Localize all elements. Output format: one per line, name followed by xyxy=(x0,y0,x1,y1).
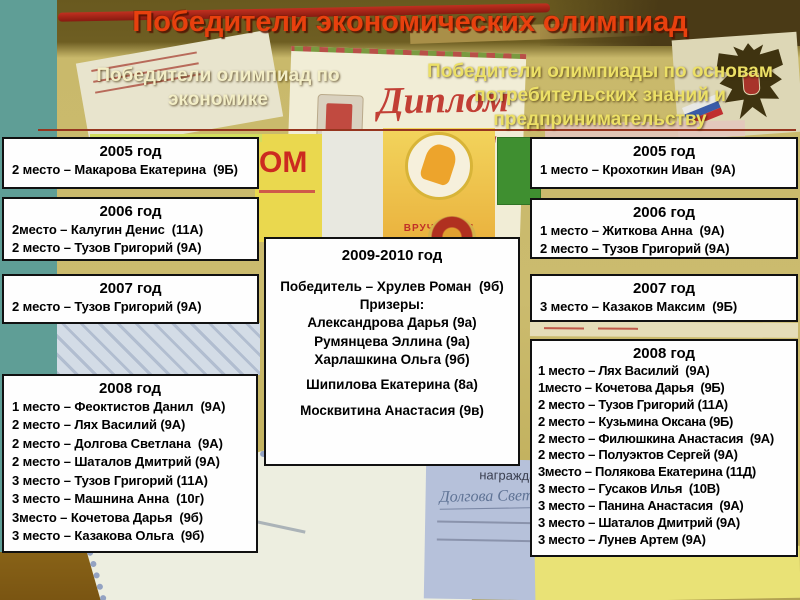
blue-certificate-corner xyxy=(57,323,260,375)
year-box-left-2006: 2006 год 2место – Калугин Денис (11А) 2 … xyxy=(2,197,259,261)
winner-entry: 1 место – Крохоткин Иван (9А) xyxy=(540,162,736,177)
certificate-text-line xyxy=(259,190,315,193)
winner-entry: 2 место – Долгова Светлана (9А) xyxy=(12,435,223,451)
year-box-center-2009-2010: 2009-2010 год Победитель – Хрулев Роман … xyxy=(264,237,520,466)
winner-entry: 2 место – Шаталов Дмитрий (9А) xyxy=(12,454,220,470)
winner-entry: 3 место – Гусаков Илья (10В) xyxy=(538,481,720,497)
winner-entry: 1 место – Феоктистов Данил (9А) xyxy=(12,399,226,414)
winner-entry: 3 место – Казакова Ольга (9б) xyxy=(12,528,205,544)
year-heading: 2008 год xyxy=(98,380,162,397)
winner-entry: 2 место – Лях Василий (9А) xyxy=(12,417,186,433)
winner-entry: 2 место – Филюшкина Анастасия (9А) xyxy=(538,430,774,446)
year-heading: 2009-2010 год xyxy=(341,247,443,264)
year-heading: 2005 год xyxy=(99,143,162,160)
winner-entry: 3 место – Шаталов Дмитрий (9А) xyxy=(538,515,740,531)
winner-entry: Шипилова Екатерина (8а) xyxy=(306,377,478,393)
year-box-left-2005: 2005 год 2 место – Макарова Екатерина (9… xyxy=(2,137,259,189)
year-heading: 2007 год xyxy=(632,280,696,297)
winner-entry: 2место – Калугин Денис (11А) xyxy=(12,222,204,237)
year-box-right-2007: 2007 год 3 место – Казаков Максим (9Б) xyxy=(530,274,798,322)
prize-winner-entry: Харлашкина Ольга (9б) xyxy=(314,351,470,367)
prize-winner-entry: Румянцева Эллина (9а) xyxy=(314,333,470,349)
divider-line xyxy=(38,129,796,131)
winner-entry: Москвитина Анастасия (9в) xyxy=(300,403,484,419)
winner-entry: 1 место – Лях Василий (9А) xyxy=(538,363,710,378)
winner-entry: 2 место – Тузов Григорий (9А) xyxy=(540,240,730,256)
hand-logo-icon xyxy=(405,132,473,200)
winner-entry: 3 место – Панина Анастасия (9А) xyxy=(538,498,744,514)
year-heading: 2008 год xyxy=(632,345,696,362)
winner-entry: 3 место – Лунев Артем (9А) xyxy=(538,531,706,547)
prize-winner-entry: Александрова Дарья (9а) xyxy=(307,315,477,331)
certificate-paper xyxy=(322,130,384,242)
winner-entry: 2 место – Тузов Григорий (9А) xyxy=(12,299,202,314)
slide-title: Победители экономических олимпиад xyxy=(132,6,688,38)
right-column-heading: Победители олимпиады по основам потребит… xyxy=(427,61,773,130)
year-heading: 2006 год xyxy=(632,204,696,221)
winner-entry: 3 место – Казаков Максим (9Б) xyxy=(540,299,738,314)
winner-entry: 2 место – Макарова Екатерина (9Б) xyxy=(12,162,238,177)
year-box-left-2008: 2008 год 1 место – Феоктистов Данил (9А)… xyxy=(2,374,258,553)
year-heading: 2006 год xyxy=(99,203,162,220)
year-heading: 2007 год xyxy=(99,280,162,297)
winner-entry: 3 место – Машнина Анна (10г) xyxy=(12,491,205,507)
yellow-certificate: ОМ xyxy=(255,134,325,242)
certificate-letters: ОМ xyxy=(259,146,308,179)
winner-entry: 2 место – Тузов Григорий (11А) xyxy=(538,396,728,412)
year-heading: 2005 год xyxy=(632,143,696,160)
winner-entry: 3место – Полякова Екатерина (11Д) xyxy=(538,464,756,480)
year-box-right-2006: 2006 год 1 место – Житкова Анна (9А) 2 м… xyxy=(530,198,798,259)
cream-paper-strip xyxy=(529,321,799,338)
winner-entry: Победитель – Хрулев Роман (9б) xyxy=(280,279,504,294)
winner-entry: 1место – Кочетова Дарья (9Б) xyxy=(538,379,725,395)
winner-entry: 3 место – Тузов Григорий (11А) xyxy=(12,472,208,488)
year-box-left-2007: 2007 год 2 место – Тузов Григорий (9А) xyxy=(2,274,259,324)
winner-entry: 1 место – Житкова Анна (9А) xyxy=(540,223,725,238)
left-column-heading: Победители олимпиад по экономике xyxy=(96,65,340,110)
winner-entry: 2 место – Кузьмина Оксана (9Б) xyxy=(538,413,734,429)
year-box-right-2008: 2008 год 1 место – Лях Василий (9А) 1мес… xyxy=(530,339,798,557)
winner-entry: 2 место – Тузов Григорий (9А) xyxy=(12,239,202,255)
year-box-right-2005: 2005 год 1 место – Крохоткин Иван (9А) xyxy=(530,137,798,189)
prizes-label: Призеры: xyxy=(359,297,425,313)
winner-entry: 3место – Кочетова Дарья (9б) xyxy=(12,509,203,525)
winner-entry: 2 место – Полуэктов Сергей (9А) xyxy=(538,447,738,463)
